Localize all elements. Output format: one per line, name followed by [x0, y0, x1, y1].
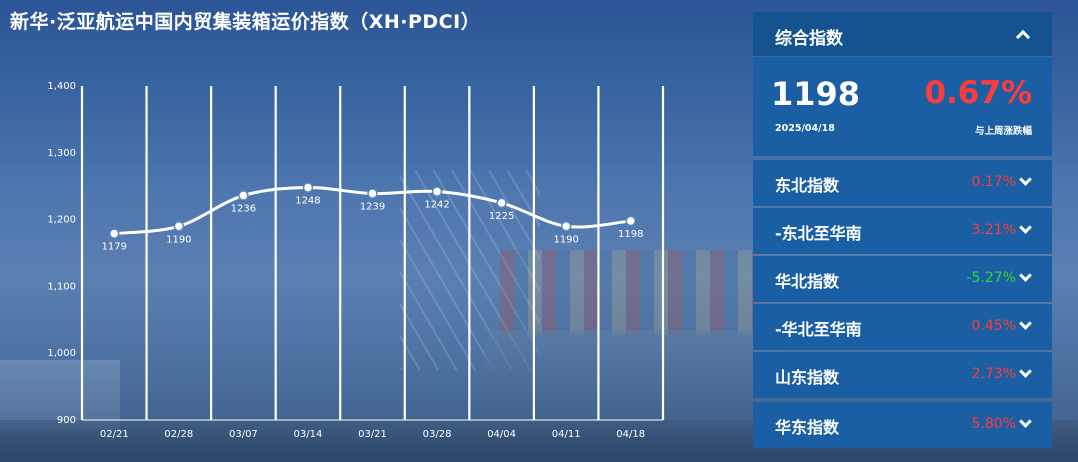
- composite-index-date: 2025/04/18: [775, 123, 835, 134]
- index-row-change: -5.27%: [966, 270, 1016, 286]
- data-label: 1198: [618, 229, 643, 240]
- index-row-change: 0.45%: [971, 318, 1016, 334]
- data-point: [302, 182, 314, 193]
- y-tick-label: 1,200: [47, 215, 76, 226]
- chevron-down-icon[interactable]: [1019, 365, 1032, 378]
- data-label: 1190: [166, 234, 191, 245]
- index-row-dongbei[interactable]: 东北指数 0.17%: [753, 160, 1052, 206]
- index-row-huadong[interactable]: 华东指数 5.80%: [753, 402, 1052, 448]
- composite-index-value: 1198: [771, 75, 861, 113]
- index-row-huabei-huanan[interactable]: -华北至华南 0.45%: [753, 304, 1052, 350]
- composite-index-label: 综合指数: [775, 29, 843, 49]
- index-row-label: 东北指数: [775, 176, 840, 195]
- data-point: [109, 228, 120, 239]
- y-tick-label: 1,000: [47, 348, 76, 359]
- data-point: [367, 188, 378, 199]
- data-label: 1236: [231, 204, 256, 215]
- index-row-label: 山东指数: [775, 368, 840, 387]
- data-label: 1242: [424, 200, 449, 211]
- data-point: [625, 215, 636, 227]
- chevron-up-icon[interactable]: [1015, 29, 1031, 45]
- chevron-down-icon[interactable]: [1019, 415, 1032, 428]
- chevron-down-icon[interactable]: [1019, 173, 1032, 186]
- data-point: [496, 197, 507, 209]
- composite-index-change: 0.67%: [924, 75, 1032, 111]
- index-row-change: 3.21%: [971, 222, 1016, 238]
- data-label: 1239: [360, 202, 385, 213]
- x-tick-label: 03/28: [423, 429, 452, 440]
- index-row-label: 华北指数: [775, 272, 840, 291]
- index-row-shandong[interactable]: 山东指数 2.73%: [753, 352, 1052, 398]
- index-row-change: 0.17%: [971, 174, 1016, 190]
- composite-index-header[interactable]: 综合指数: [753, 12, 1052, 57]
- chevron-down-icon[interactable]: [1019, 221, 1032, 234]
- index-row-label: 华东指数: [775, 418, 840, 437]
- x-tick-label: 04/18: [616, 429, 645, 440]
- x-tick-label: 03/21: [358, 429, 387, 440]
- index-row-label: -东北至华南: [775, 224, 862, 243]
- page-title: 新华·泛亚航运中国内贸集装箱运价指数（XH·PDCI）: [10, 11, 481, 33]
- x-tick-label: 02/21: [100, 429, 129, 440]
- index-row-change: 2.73%: [971, 366, 1016, 382]
- chevron-down-icon[interactable]: [1019, 269, 1032, 282]
- y-tick-label: 900: [57, 415, 76, 426]
- x-tick-label: 04/11: [552, 429, 581, 440]
- line-chart: 900 1,000 1,100 1,200 1,300 1,400 02/21 02/28 03…: [47, 81, 645, 440]
- index-row-dongbei-huanan[interactable]: -东北至华南 3.21%: [753, 208, 1052, 254]
- index-row-huabei[interactable]: 华北指数 -5.27%: [753, 256, 1052, 302]
- data-label: 1190: [553, 234, 578, 245]
- data-label: 1225: [489, 211, 514, 222]
- x-tick-label: 03/07: [229, 429, 258, 440]
- composite-index-card: 综合指数 1198 2025/04/18 0.67% 与上周涨跌幅: [753, 12, 1052, 156]
- x-tick-label: 03/14: [294, 429, 323, 440]
- composite-index-change-label: 与上周涨跌幅: [974, 126, 1032, 137]
- data-point: [431, 186, 443, 197]
- y-tick-label: 1,400: [47, 81, 76, 92]
- chevron-down-icon[interactable]: [1019, 317, 1032, 330]
- data-label: 1179: [102, 242, 127, 253]
- y-tick-label: 1,300: [47, 148, 76, 159]
- data-label: 1248: [295, 196, 320, 207]
- data-point: [173, 221, 185, 232]
- y-tick-label: 1,100: [47, 281, 76, 292]
- x-tick-label: 02/28: [164, 429, 193, 440]
- data-point: [560, 221, 572, 232]
- index-panel: 综合指数 1198 2025/04/18 0.67% 与上周涨跌幅 东北指数 0…: [753, 12, 1052, 450]
- index-row-label: -华北至华南: [775, 320, 862, 339]
- x-tick-label: 04/04: [487, 429, 516, 440]
- index-row-change: 5.80%: [971, 416, 1016, 432]
- data-point: [238, 190, 249, 201]
